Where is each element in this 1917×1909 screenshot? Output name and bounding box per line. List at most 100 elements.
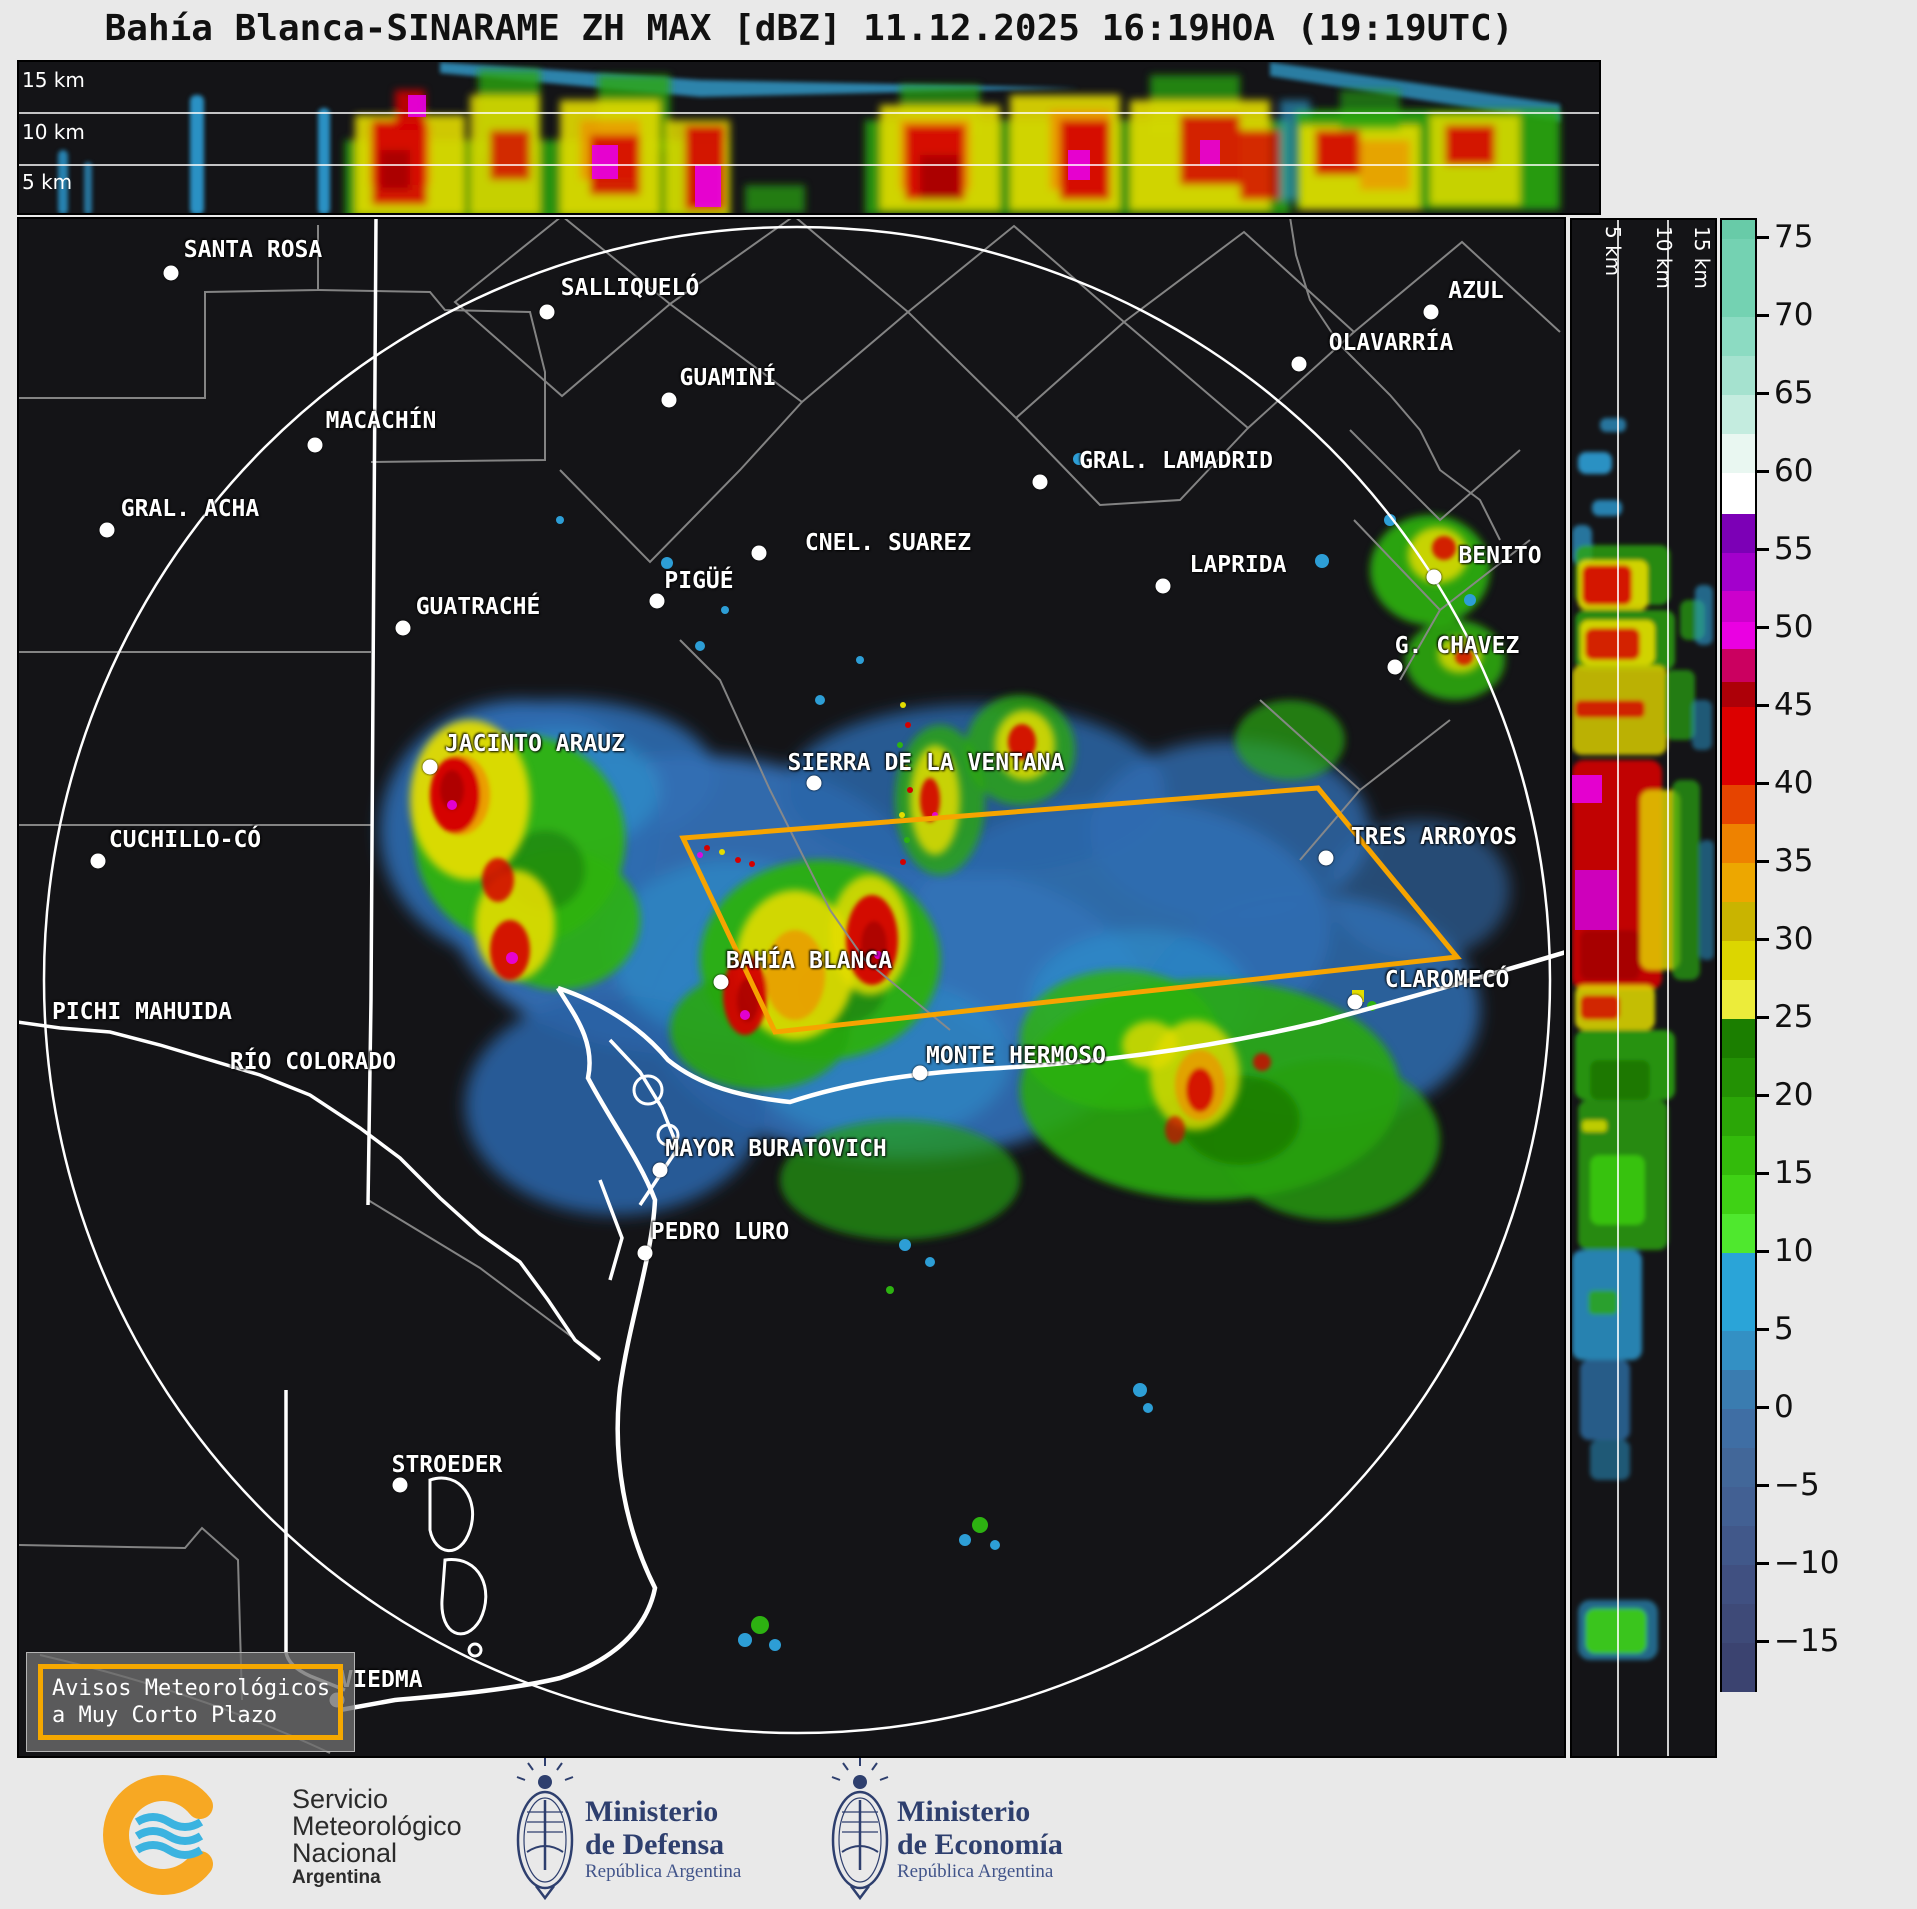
- colorbar-segment: [1722, 514, 1755, 553]
- city-dot: [637, 1245, 653, 1261]
- right-panel-15km-label: 15 km: [1690, 226, 1714, 289]
- city-label: CLAROMECÓ: [1384, 967, 1510, 993]
- colorbar-segment: [1722, 1448, 1755, 1487]
- colorbar-tick-label: 55: [1774, 531, 1814, 567]
- colorbar-segment: [1722, 356, 1755, 395]
- city-label: STROEDER: [391, 1452, 503, 1478]
- colorbar-segment: [1722, 902, 1755, 941]
- defensa-line3: República Argentina: [585, 1861, 742, 1882]
- city-label: PEDRO LURO: [650, 1219, 790, 1245]
- page-title: Bahía Blanca-SINARAME ZH MAX [dBZ] 11.12…: [104, 8, 1514, 49]
- colorbar-segment: [1722, 317, 1755, 356]
- colorbar-tick-label: 15: [1774, 1155, 1814, 1191]
- colorbar-tick-label: 30: [1774, 921, 1814, 957]
- smn-line4: Argentina: [292, 1867, 381, 1888]
- colorbar-segment: [1722, 1526, 1755, 1565]
- colorbar-segment: [1722, 824, 1755, 863]
- colorbar-segment: [1722, 1331, 1755, 1370]
- radar-map-panel: [17, 217, 1566, 1758]
- smn-line1: Servicio: [292, 1784, 389, 1814]
- city-dot: [1318, 850, 1334, 866]
- colorbar-tick-label: 65: [1774, 375, 1814, 411]
- colorbar-segment: [1722, 1058, 1755, 1097]
- city-dot: [1155, 578, 1171, 594]
- colorbar-tick: [1757, 313, 1769, 317]
- colorbar-tick-label: 25: [1774, 999, 1814, 1035]
- city-label: MONTE HERMOSO: [925, 1043, 1107, 1069]
- colorbar-segment: [1722, 785, 1755, 824]
- top-panel-10km-label: 10 km: [22, 120, 85, 144]
- colorbar-tick: [1757, 391, 1769, 395]
- colorbar-tick-label: 75: [1774, 219, 1814, 255]
- economia-line2: de Economía: [897, 1828, 1063, 1861]
- colorbar-segment: [1722, 863, 1755, 902]
- colorbar-tick: [1757, 547, 1769, 551]
- colorbar-segment: [1722, 220, 1755, 239]
- colorbar-segment: [1722, 1136, 1755, 1175]
- reflectivity-colorbar: [1720, 218, 1757, 1692]
- warning-legend-box: Avisos Meteorológicos a Muy Corto Plazo: [26, 1652, 355, 1752]
- colorbar-tick: [1757, 1327, 1769, 1331]
- colorbar-segment: [1722, 434, 1755, 473]
- colorbar-tick-label: 60: [1774, 453, 1814, 489]
- colorbar-segment: [1722, 1604, 1755, 1643]
- colorbar-segment: [1722, 591, 1755, 622]
- ns-cross-section-panel: [1570, 218, 1717, 1758]
- city-dot: [652, 1162, 668, 1178]
- economia-line1: Ministerio: [897, 1795, 1031, 1828]
- colorbar-segment: [1722, 1370, 1755, 1409]
- colorbar-tick: [1757, 937, 1769, 941]
- city-dot: [422, 759, 438, 775]
- colorbar-tick: [1757, 1483, 1769, 1487]
- city-label: RÍO COLORADO: [229, 1049, 397, 1075]
- colorbar-segment: [1722, 707, 1755, 785]
- city-dot: [99, 522, 115, 538]
- city-label: PIGÜÉ: [664, 568, 734, 594]
- colorbar-tick: [1757, 1561, 1769, 1565]
- city-dot: [806, 775, 822, 791]
- colorbar-tick: [1757, 625, 1769, 629]
- colorbar-tick-label: 5: [1774, 1311, 1794, 1347]
- city-dot: [1032, 474, 1048, 490]
- colorbar-tick: [1757, 1249, 1769, 1253]
- colorbar-tick: [1757, 1015, 1769, 1019]
- colorbar-tick: [1757, 469, 1769, 473]
- colorbar-segment: [1722, 1019, 1755, 1058]
- city-label: SALLIQUELÓ: [560, 275, 700, 301]
- smn-logo-text: Servicio Meteorológico Nacional Argentin…: [292, 1786, 462, 1889]
- city-label: GUATRACHÉ: [415, 594, 541, 620]
- colorbar-segment: [1722, 622, 1755, 649]
- city-dot: [649, 593, 665, 609]
- warning-legend-line1: Avisos Meteorológicos: [52, 1676, 331, 1701]
- colorbar-tick-label: 40: [1774, 765, 1814, 801]
- right-panel-10km-label: 10 km: [1652, 226, 1676, 289]
- city-label: GUAMINÍ: [679, 365, 777, 391]
- colorbar-segment: [1722, 1175, 1755, 1214]
- city-dot: [1347, 994, 1363, 1010]
- city-label: BAHÍA BLANCA: [725, 948, 893, 974]
- city-label: CUCHILLO-CÓ: [108, 827, 262, 853]
- colorbar-segment: [1722, 473, 1755, 514]
- city-label: AZUL: [1448, 278, 1504, 304]
- colorbar-segment: [1722, 1097, 1755, 1136]
- colorbar-tick-label: 0: [1774, 1389, 1794, 1425]
- city-dot: [751, 545, 767, 561]
- city-label: GRAL. ACHA: [120, 496, 260, 522]
- city-dot: [395, 620, 411, 636]
- colorbar-tick-label: 50: [1774, 609, 1814, 645]
- ew-cross-section-panel: [17, 60, 1601, 215]
- colorbar-segment: [1722, 239, 1755, 317]
- colorbar-segment: [1722, 1565, 1755, 1604]
- defensa-crest-icon: [516, 1758, 574, 1901]
- colorbar-tick: [1757, 1639, 1769, 1643]
- warning-legend-border: Avisos Meteorológicos a Muy Corto Plazo: [38, 1664, 343, 1740]
- colorbar-tick-label: 45: [1774, 687, 1814, 723]
- city-label: G. CHAVEZ: [1394, 633, 1520, 659]
- colorbar-segment: [1722, 1643, 1755, 1692]
- city-dot: [1426, 569, 1442, 585]
- city-label: TRES ARROYOS: [1350, 824, 1518, 850]
- city-dot: [912, 1065, 928, 1081]
- economia-crest-icon: [831, 1758, 889, 1901]
- city-label: PICHI MAHUIDA: [51, 999, 233, 1025]
